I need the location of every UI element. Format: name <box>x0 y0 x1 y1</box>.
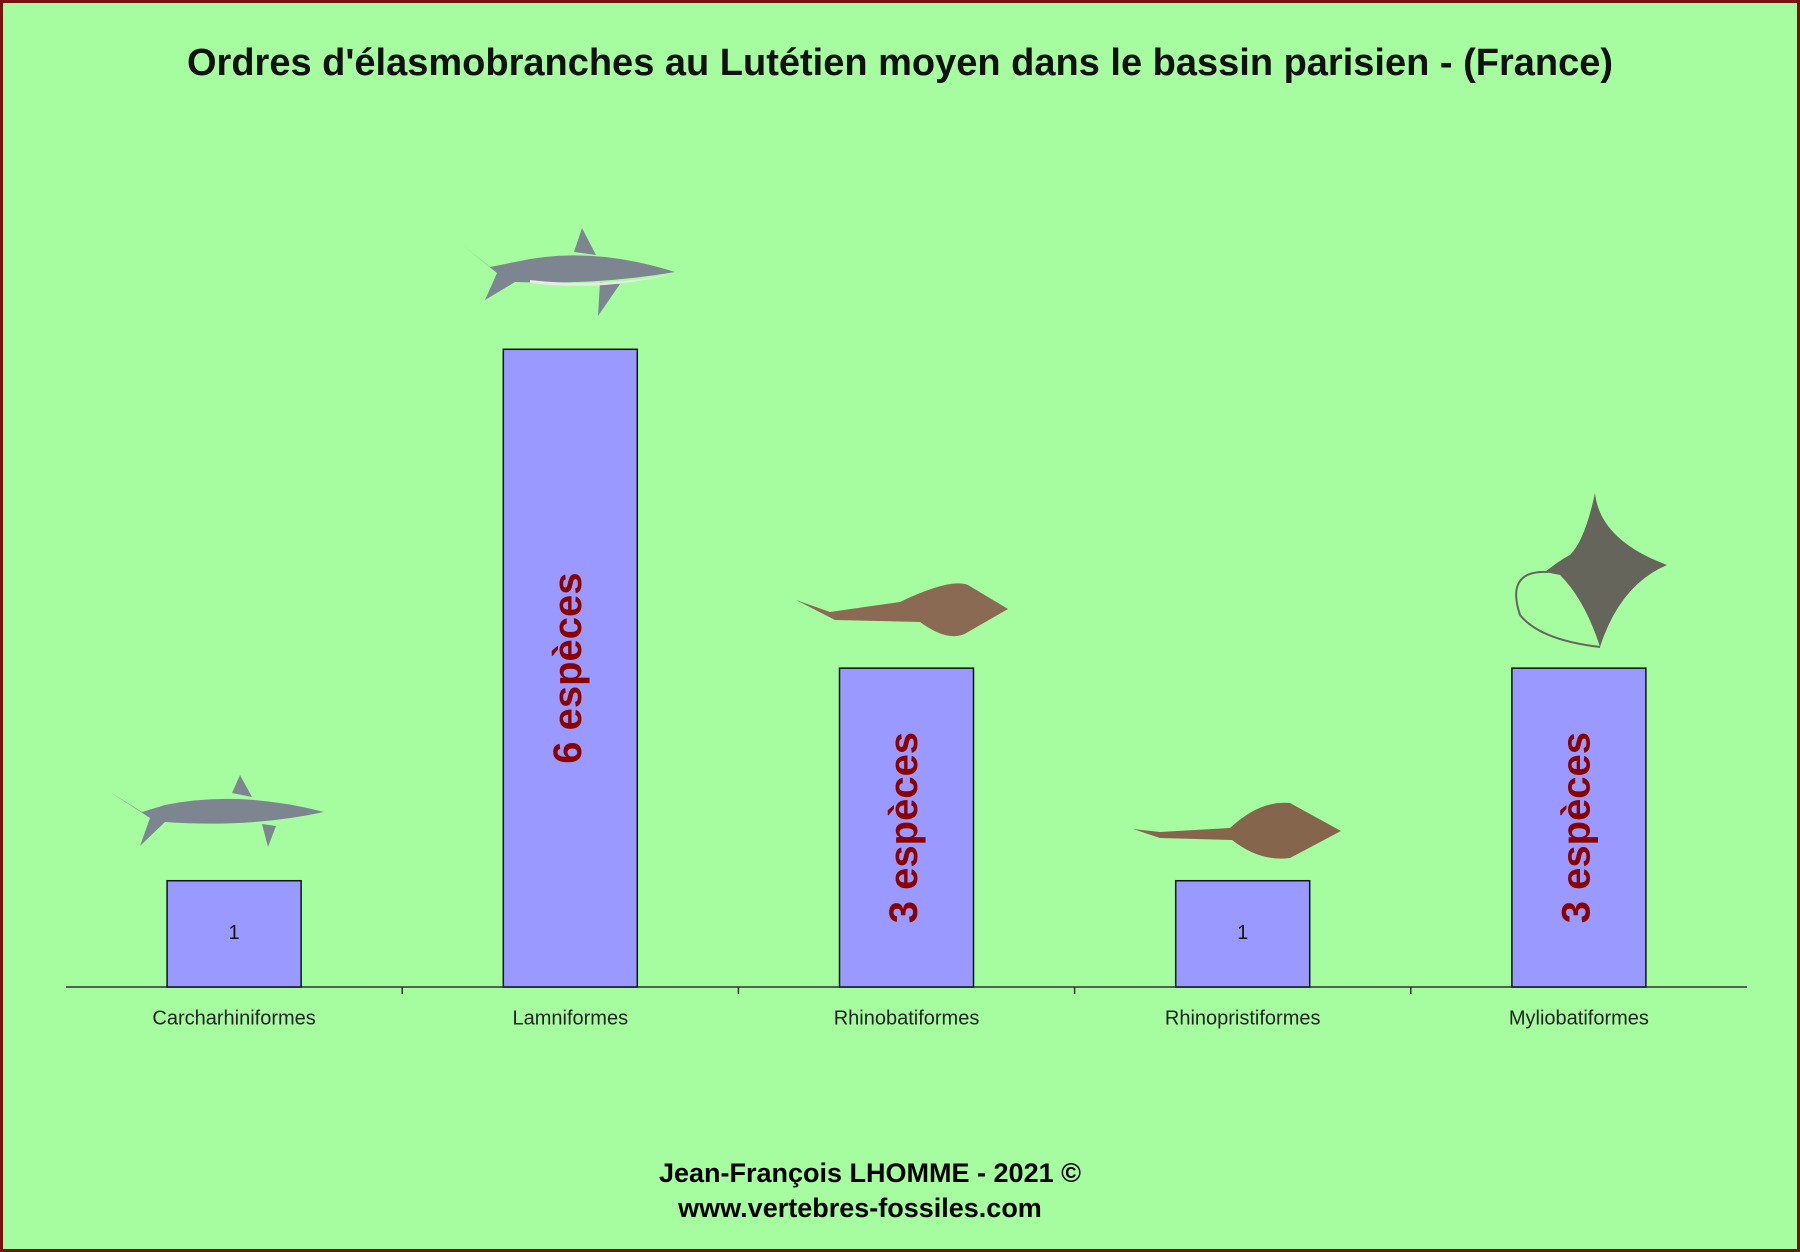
illustration-great-white <box>460 228 675 316</box>
x-tick-label: Rhinobatiformes <box>834 1007 980 1029</box>
x-tick-label: Rhinopristiformes <box>1165 1007 1321 1029</box>
illustration-shark <box>110 775 324 847</box>
value-label: 3 espèces <box>882 732 926 923</box>
x-tick-label: Lamniformes <box>512 1007 628 1029</box>
footer-credit: Jean-François LHOMME - 2021 © <box>659 1158 1081 1188</box>
illustration-rhinopristid <box>1133 802 1341 859</box>
footer: Jean-François LHOMME - 2021 © www.verteb… <box>659 1158 1081 1223</box>
bar <box>838 667 975 988</box>
bar <box>502 348 639 988</box>
x-tick-label: Myliobatiformes <box>1509 1007 1649 1029</box>
bar <box>1511 667 1647 988</box>
value-label: 3 espèces <box>1554 732 1598 923</box>
illustration-guitarfish <box>796 583 1008 637</box>
value-label: 1 <box>1237 922 1248 944</box>
x-tick-label: Carcharhiniformes <box>152 1007 315 1029</box>
illustration-eagle-ray <box>1515 493 1667 648</box>
bar <box>1174 879 1311 988</box>
value-label: 1 <box>229 922 240 944</box>
value-label: 6 espèces <box>546 573 590 764</box>
bar <box>166 879 302 988</box>
footer-url: www.vertebres-fossiles.com <box>677 1193 1042 1223</box>
chart-title: Ordres d'élasmobranches au Lutétien moye… <box>187 42 1613 84</box>
